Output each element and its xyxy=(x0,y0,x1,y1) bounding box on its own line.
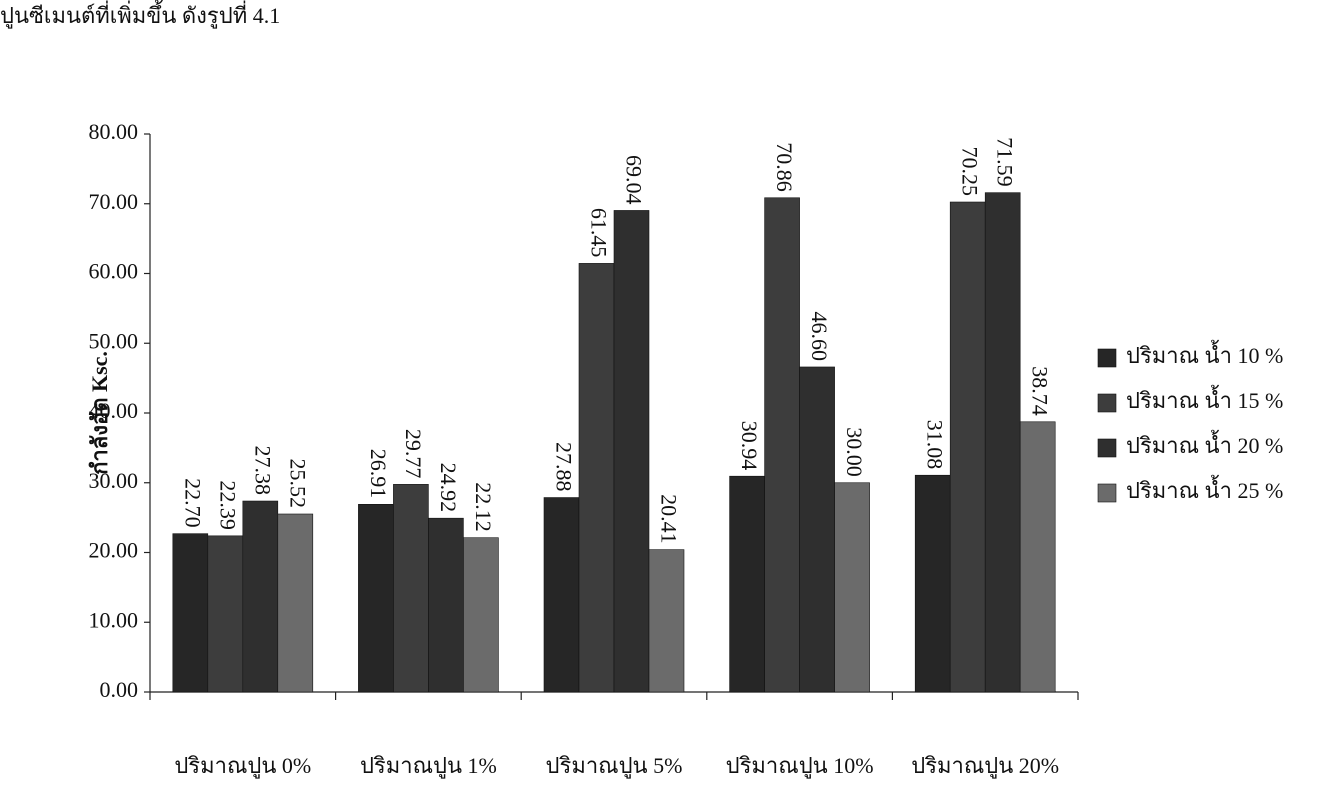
y-tick-label: 40.00 xyxy=(89,398,139,423)
x-tick-label: ปริมาณปูน 0% xyxy=(174,753,311,779)
bar xyxy=(463,538,498,692)
page: ปูนซีเมนต์ที่เพิ่มขึ้น ดังรูปที่ 4.1 กำล… xyxy=(0,0,1339,787)
legend-label: ปริมาณ น้ำ 25 % xyxy=(1126,475,1283,503)
bar xyxy=(393,484,428,692)
value-label: 24.92 xyxy=(436,463,461,513)
value-label: 69.04 xyxy=(621,155,646,205)
value-label: 46.60 xyxy=(807,311,832,361)
y-tick-label: 50.00 xyxy=(89,328,139,353)
bar xyxy=(614,210,649,692)
value-label: 71.59 xyxy=(993,137,1018,187)
legend-label: ปริมาณ น้ำ 10 % xyxy=(1126,340,1283,368)
value-label: 61.45 xyxy=(586,208,611,258)
legend-swatch xyxy=(1098,349,1116,367)
bar xyxy=(950,202,985,692)
bar xyxy=(358,504,393,692)
bar xyxy=(835,483,870,692)
bar xyxy=(915,475,950,692)
bar xyxy=(765,198,800,692)
chart: ปูนซีเมนต์ที่เพิ่มขึ้น ดังรูปที่ 4.1 กำล… xyxy=(0,0,1339,787)
value-label: 30.00 xyxy=(842,427,867,477)
caption: ปูนซีเมนต์ที่เพิ่มขึ้น ดังรูปที่ 4.1 xyxy=(0,0,280,29)
x-tick-label: ปริมาณปูน 10% xyxy=(726,753,874,779)
legend-swatch xyxy=(1098,484,1116,502)
value-label: 22.12 xyxy=(471,482,496,532)
x-tick-label: ปริมาณปูน 5% xyxy=(546,753,683,779)
bar xyxy=(800,367,835,692)
bar xyxy=(985,193,1020,692)
value-label: 70.86 xyxy=(772,142,797,192)
y-tick-label: 70.00 xyxy=(89,189,139,214)
y-tick-label: 30.00 xyxy=(89,468,139,493)
x-tick-label: ปริมาณปูน 20% xyxy=(911,753,1059,779)
y-tick-label: 0.00 xyxy=(100,677,139,702)
value-label: 31.08 xyxy=(923,420,948,470)
value-label: 27.38 xyxy=(250,446,275,496)
value-label: 22.70 xyxy=(180,478,205,528)
bar xyxy=(579,263,614,692)
bar xyxy=(428,518,463,692)
bar xyxy=(173,534,208,692)
bar xyxy=(730,476,765,692)
legend-label: ปริมาณ น้ำ 20 % xyxy=(1126,430,1283,458)
value-label: 26.91 xyxy=(366,449,391,499)
x-tick-label: ปริมาณปูน 1% xyxy=(360,753,497,779)
value-label: 22.39 xyxy=(215,480,240,530)
value-label: 30.94 xyxy=(737,421,762,471)
value-label: 38.74 xyxy=(1028,366,1053,416)
bar xyxy=(243,501,278,692)
value-label: 27.88 xyxy=(551,442,576,492)
value-label: 20.41 xyxy=(656,494,681,544)
legend-label: ปริมาณ น้ำ 15 % xyxy=(1126,385,1283,413)
legend-swatch xyxy=(1098,439,1116,457)
bar xyxy=(544,498,579,692)
y-tick-label: 10.00 xyxy=(89,607,139,632)
value-label: 25.52 xyxy=(285,458,310,508)
y-tick-label: 80.00 xyxy=(89,119,139,144)
value-label: 70.25 xyxy=(958,147,983,197)
legend-swatch xyxy=(1098,394,1116,412)
value-label: 29.77 xyxy=(401,429,426,479)
bar xyxy=(208,536,243,692)
bar xyxy=(649,550,684,692)
y-tick-label: 60.00 xyxy=(89,259,139,284)
bar xyxy=(1020,422,1055,692)
y-tick-label: 20.00 xyxy=(89,538,139,563)
bar xyxy=(278,514,313,692)
